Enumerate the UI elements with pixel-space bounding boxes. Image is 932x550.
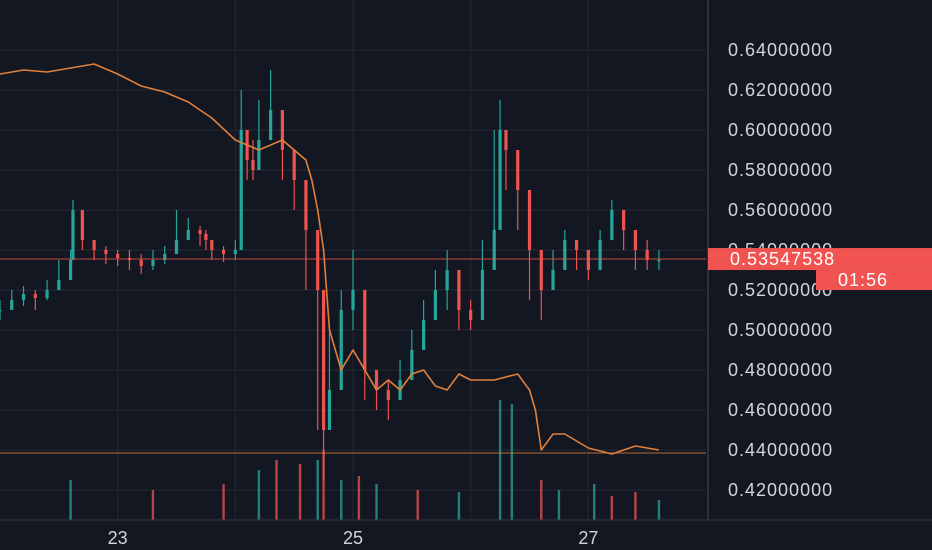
candle-body (93, 240, 96, 250)
candle-body (175, 240, 178, 254)
candle-body (304, 180, 307, 230)
candle-body (504, 130, 507, 150)
volume-bar (634, 492, 636, 520)
candle-body (328, 390, 331, 430)
candle-body (575, 240, 578, 250)
volume-bar (317, 460, 319, 520)
volume-bar (299, 464, 301, 520)
candle-body (222, 250, 225, 254)
volume-bar (358, 476, 360, 520)
candle-body (104, 250, 107, 254)
candle-body (422, 320, 425, 350)
volume-bar (222, 484, 224, 520)
candle-body (446, 270, 449, 290)
volume-bar (275, 460, 277, 520)
candle-body (240, 130, 243, 250)
y-tick-label: 0.58000000 (728, 160, 833, 180)
volume-bar (499, 400, 501, 520)
candle-body (498, 130, 501, 230)
candle-body (269, 110, 272, 140)
candle-body (10, 300, 13, 310)
candle-body (351, 290, 354, 310)
candle-body (316, 230, 319, 290)
volume-bar (152, 490, 154, 520)
candle-body (140, 260, 143, 266)
candle-body (434, 290, 437, 320)
candle-body (69, 260, 72, 280)
candle-body (481, 270, 484, 320)
candle-body (469, 310, 472, 320)
candle-body (634, 230, 637, 250)
candle-body (599, 240, 602, 270)
y-tick-label: 0.50000000 (728, 320, 833, 340)
candle-body (234, 250, 237, 254)
x-tick-label: 23 (108, 528, 128, 548)
candle-body (516, 150, 519, 190)
volume-bar (658, 500, 660, 520)
candle-body (187, 230, 190, 240)
volume-bar (375, 484, 377, 520)
candle-body (340, 310, 343, 390)
candle-body (198, 230, 201, 234)
candle-body (540, 250, 543, 290)
y-tick-label: 0.44000000 (728, 440, 833, 460)
candle-body (646, 250, 649, 260)
candle-body (587, 250, 590, 270)
candle-body (34, 294, 37, 298)
candle-body (293, 150, 296, 180)
volume-bar (540, 480, 542, 520)
y-tick-label: 0.64000000 (728, 40, 833, 60)
y-tick-label: 0.48000000 (728, 360, 833, 380)
candle-body (528, 190, 531, 250)
x-tick-label: 25 (343, 528, 363, 548)
candle-body (22, 294, 25, 300)
candle-body (251, 160, 254, 170)
countdown-label: 01:56 (838, 270, 888, 290)
candle-body (81, 210, 84, 240)
x-tick-label: 27 (578, 528, 598, 548)
candle-body (610, 210, 613, 240)
candle-body (210, 240, 213, 250)
y-tick-label: 0.56000000 (728, 200, 833, 220)
candle-body (551, 270, 554, 290)
candle-body (387, 390, 390, 400)
volume-bar (69, 480, 71, 520)
candle-body (322, 290, 325, 430)
candle-body (151, 260, 154, 266)
candle-body (657, 260, 660, 261)
candle-body (622, 210, 625, 230)
candle-body (493, 230, 496, 270)
volume-bar (258, 470, 260, 520)
candle-body (281, 110, 284, 150)
y-tick-label: 0.60000000 (728, 120, 833, 140)
candle-body (457, 270, 460, 310)
candle-body (45, 290, 48, 298)
volume-bar (511, 404, 513, 520)
candle-body (116, 254, 119, 258)
candle-body (57, 280, 60, 290)
volume-bar (458, 492, 460, 520)
candle-body (0, 310, 2, 311)
y-tick-label: 0.42000000 (728, 480, 833, 500)
volume-bar (340, 480, 342, 520)
candle-body (563, 240, 566, 270)
candle-body (71, 210, 74, 260)
candle-body (204, 234, 207, 240)
y-tick-label: 0.46000000 (728, 400, 833, 420)
y-tick-label: 0.62000000 (728, 80, 833, 100)
volume-bar (558, 490, 560, 520)
volume-bar (417, 490, 419, 520)
volume-bar (593, 484, 595, 520)
volume-bar (611, 496, 613, 520)
candle-body (257, 140, 260, 170)
candle-body (363, 290, 366, 370)
current-price-label: 0.53547538 (730, 249, 835, 269)
